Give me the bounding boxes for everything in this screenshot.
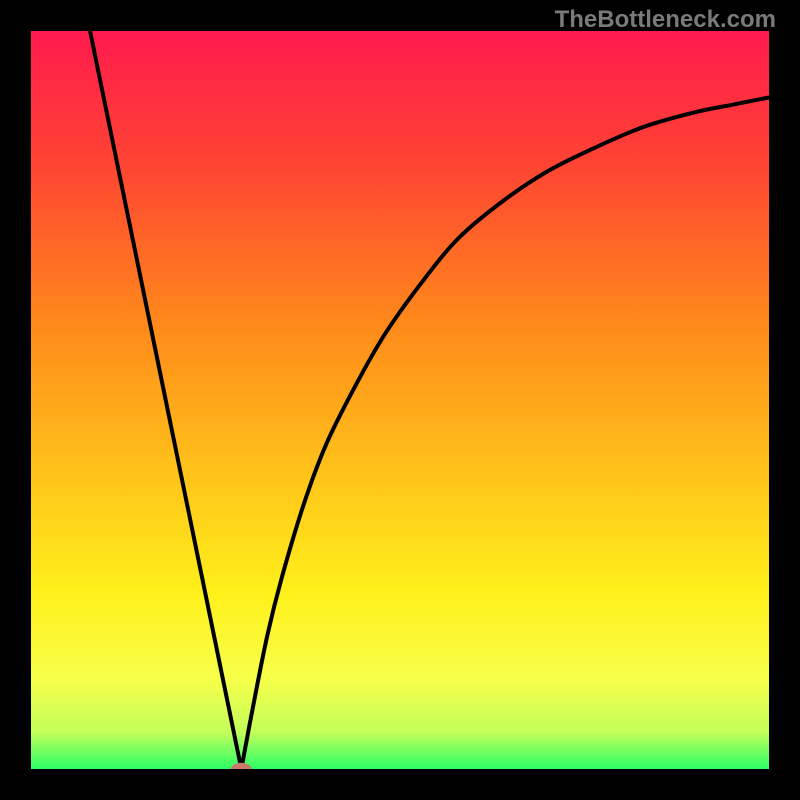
right-curve [241,97,769,769]
chart-svg [31,31,769,769]
plot-area [31,31,769,769]
min-marker [231,763,252,769]
left-curve [90,31,241,769]
chart-root: { "watermark": { "text": "TheBottleneck.… [0,0,800,800]
watermark: TheBottleneck.com [555,6,776,34]
